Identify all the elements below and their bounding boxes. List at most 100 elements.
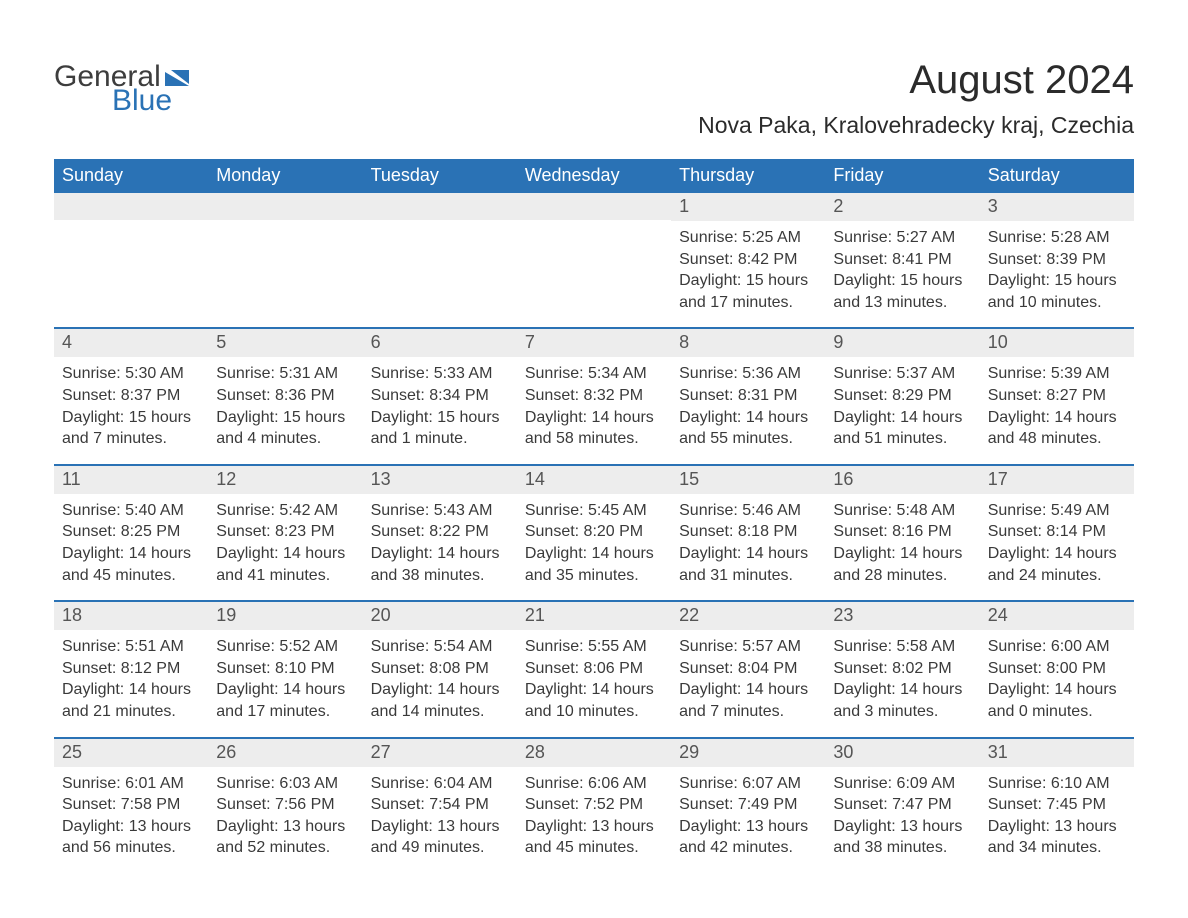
sunrise-text: Sunrise: 6:06 AM xyxy=(525,773,663,795)
sunrise-text: Sunrise: 5:34 AM xyxy=(525,363,663,385)
day-content: Sunrise: 6:09 AMSunset: 7:47 PMDaylight:… xyxy=(825,767,979,859)
daylight-text: Daylight: 15 hours and 17 minutes. xyxy=(679,270,817,313)
day-number-row: 24 xyxy=(980,602,1134,630)
day-number-row: 11 xyxy=(54,466,208,494)
day-content: Sunrise: 5:42 AMSunset: 8:23 PMDaylight:… xyxy=(208,494,362,586)
sunset-text: Sunset: 8:34 PM xyxy=(371,385,509,407)
sunset-text: Sunset: 8:12 PM xyxy=(62,658,200,680)
calendar-day: 8Sunrise: 5:36 AMSunset: 8:31 PMDaylight… xyxy=(671,329,825,463)
calendar-day: 26 Sunrise: 6:03 AMSunset: 7:56 PMDayligh… xyxy=(208,739,362,873)
day-number-row: 25 xyxy=(54,739,208,767)
calendar-week: 18Sunrise: 5:51 AMSunset: 8:12 PMDayligh… xyxy=(54,600,1134,736)
day-content: Sunrise: 5:39 AMSunset: 8:27 PMDaylight:… xyxy=(980,357,1134,449)
weekday-header: Thursday xyxy=(671,159,825,193)
sunrise-text: Sunrise: 6:01 AM xyxy=(62,773,200,795)
day-number: 30 xyxy=(833,742,853,762)
day-number-row: 8 xyxy=(671,329,825,357)
sunset-text: Sunset: 8:14 PM xyxy=(988,521,1126,543)
day-number-row: 16 xyxy=(825,466,979,494)
sunset-text: Sunset: 8:32 PM xyxy=(525,385,663,407)
daylight-text: Daylight: 14 hours and 35 minutes. xyxy=(525,543,663,586)
day-number-row: 27 xyxy=(363,739,517,767)
calendar-day: 30 Sunrise: 6:09 AMSunset: 7:47 PMDayligh… xyxy=(825,739,979,873)
weekday-header: Tuesday xyxy=(363,159,517,193)
day-number: 28 xyxy=(525,742,545,762)
daylight-text: Daylight: 14 hours and 38 minutes. xyxy=(371,543,509,586)
day-number: 2 xyxy=(833,196,843,216)
sunrise-text: Sunrise: 5:52 AM xyxy=(216,636,354,658)
sunset-text: Sunset: 8:29 PM xyxy=(833,385,971,407)
day-content: Sunrise: 5:54 AMSunset: 8:08 PMDaylight:… xyxy=(363,630,517,722)
day-number: 1 xyxy=(679,196,689,216)
sunset-text: Sunset: 7:58 PM xyxy=(62,794,200,816)
day-number-row: 3 xyxy=(980,193,1134,221)
day-number-row: 31 xyxy=(980,739,1134,767)
sunset-text: Sunset: 7:45 PM xyxy=(988,794,1126,816)
daylight-text: Daylight: 13 hours and 38 minutes. xyxy=(833,816,971,859)
sunrise-text: Sunrise: 5:45 AM xyxy=(525,500,663,522)
day-content: Sunrise: 5:27 AMSunset: 8:41 PMDaylight:… xyxy=(825,221,979,313)
calendar-week: 1Sunrise: 5:25 AMSunset: 8:42 PMDaylight… xyxy=(54,193,1134,327)
daylight-text: Daylight: 14 hours and 51 minutes. xyxy=(833,407,971,450)
calendar-day: 11Sunrise: 5:40 AMSunset: 8:25 PMDayligh… xyxy=(54,466,208,600)
sunrise-text: Sunrise: 5:51 AM xyxy=(62,636,200,658)
day-number: 26 xyxy=(216,742,236,762)
day-number-row: 17 xyxy=(980,466,1134,494)
day-content: Sunrise: 6:10 AMSunset: 7:45 PMDaylight:… xyxy=(980,767,1134,859)
day-number-row xyxy=(208,193,362,220)
daylight-text: Daylight: 15 hours and 13 minutes. xyxy=(833,270,971,313)
day-number: 6 xyxy=(371,332,381,352)
sunset-text: Sunset: 8:27 PM xyxy=(988,385,1126,407)
calendar-day: 12 Sunrise: 5:42 AMSunset: 8:23 PMDayligh… xyxy=(208,466,362,600)
calendar-day: 15Sunrise: 5:46 AMSunset: 8:18 PMDayligh… xyxy=(671,466,825,600)
day-content: Sunrise: 5:31 AMSunset: 8:36 PMDaylight:… xyxy=(208,357,362,449)
day-number: 23 xyxy=(833,605,853,625)
daylight-text: Daylight: 14 hours and 24 minutes. xyxy=(988,543,1126,586)
day-number: 24 xyxy=(988,605,1008,625)
day-number-row: 15 xyxy=(671,466,825,494)
sunrise-text: Sunrise: 5:43 AM xyxy=(371,500,509,522)
daylight-text: Daylight: 14 hours and 31 minutes. xyxy=(679,543,817,586)
sunrise-text: Sunrise: 5:39 AM xyxy=(988,363,1126,385)
sunrise-text: Sunrise: 6:03 AM xyxy=(216,773,354,795)
sunrise-text: Sunrise: 5:36 AM xyxy=(679,363,817,385)
sunrise-text: Sunrise: 5:42 AM xyxy=(216,500,354,522)
day-number-row: 21 xyxy=(517,602,671,630)
day-content: Sunrise: 5:40 AMSunset: 8:25 PMDaylight:… xyxy=(54,494,208,586)
day-number: 19 xyxy=(216,605,236,625)
daylight-text: Daylight: 14 hours and 3 minutes. xyxy=(833,679,971,722)
day-number: 13 xyxy=(371,469,391,489)
day-number: 12 xyxy=(216,469,236,489)
day-number-row: 29 xyxy=(671,739,825,767)
day-number: 27 xyxy=(371,742,391,762)
day-number: 29 xyxy=(679,742,699,762)
sunrise-text: Sunrise: 5:30 AM xyxy=(62,363,200,385)
day-content: Sunrise: 6:03 AMSunset: 7:56 PMDaylight:… xyxy=(208,767,362,859)
day-content: Sunrise: 5:58 AMSunset: 8:02 PMDaylight:… xyxy=(825,630,979,722)
sunrise-text: Sunrise: 5:57 AM xyxy=(679,636,817,658)
sunset-text: Sunset: 7:54 PM xyxy=(371,794,509,816)
daylight-text: Daylight: 15 hours and 1 minute. xyxy=(371,407,509,450)
weekday-header: Monday xyxy=(208,159,362,193)
calendar-day: 5Sunrise: 5:31 AMSunset: 8:36 PMDaylight… xyxy=(208,329,362,463)
calendar-day: 6Sunrise: 5:33 AMSunset: 8:34 PMDaylight… xyxy=(363,329,517,463)
day-number: 21 xyxy=(525,605,545,625)
daylight-text: Daylight: 14 hours and 48 minutes. xyxy=(988,407,1126,450)
weekday-header-row: Sunday Monday Tuesday Wednesday Thursday… xyxy=(54,159,1134,193)
title-block: August 2024 Nova Paka, Kralovehradecky k… xyxy=(698,58,1134,153)
calendar-day: 17 Sunrise: 5:49 AMSunset: 8:14 PMDayligh… xyxy=(980,466,1134,600)
day-content: Sunrise: 5:28 AMSunset: 8:39 PMDaylight:… xyxy=(980,221,1134,313)
sunset-text: Sunset: 8:16 PM xyxy=(833,521,971,543)
day-content: Sunrise: 6:04 AMSunset: 7:54 PMDaylight:… xyxy=(363,767,517,859)
day-number-row xyxy=(54,193,208,220)
calendar-day: 3Sunrise: 5:28 AMSunset: 8:39 PMDaylight… xyxy=(980,193,1134,327)
sunset-text: Sunset: 8:23 PM xyxy=(216,521,354,543)
weekday-header: Saturday xyxy=(980,159,1134,193)
sunrise-text: Sunrise: 5:49 AM xyxy=(988,500,1126,522)
day-content: Sunrise: 6:00 AMSunset: 8:00 PMDaylight:… xyxy=(980,630,1134,722)
calendar-day: 1Sunrise: 5:25 AMSunset: 8:42 PMDaylight… xyxy=(671,193,825,327)
day-content: Sunrise: 5:45 AMSunset: 8:20 PMDaylight:… xyxy=(517,494,671,586)
daylight-text: Daylight: 13 hours and 56 minutes. xyxy=(62,816,200,859)
calendar-day: 10Sunrise: 5:39 AMSunset: 8:27 PMDayligh… xyxy=(980,329,1134,463)
sunset-text: Sunset: 8:00 PM xyxy=(988,658,1126,680)
